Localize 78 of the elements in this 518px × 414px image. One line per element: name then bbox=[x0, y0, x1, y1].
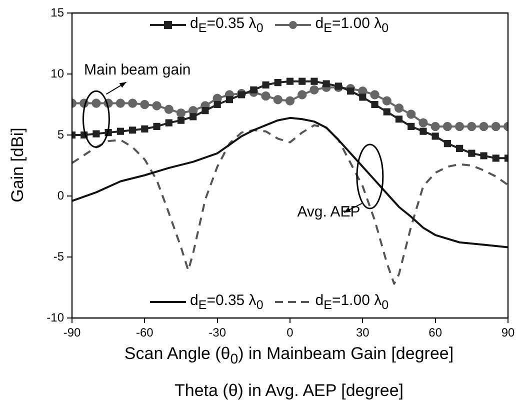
point bbox=[310, 78, 318, 85]
point bbox=[371, 100, 378, 108]
point bbox=[165, 119, 172, 126]
legend-label: d$_{E}$=1.00 λ$_{0}$ bbox=[315, 15, 389, 35]
point bbox=[274, 78, 282, 86]
line-series bbox=[72, 124, 508, 285]
point bbox=[164, 104, 174, 114]
point bbox=[322, 80, 330, 88]
point bbox=[202, 107, 209, 114]
point bbox=[153, 122, 160, 130]
y-tick-label: 5 bbox=[57, 127, 64, 142]
point bbox=[479, 122, 488, 132]
point bbox=[250, 86, 258, 94]
point bbox=[92, 98, 101, 108]
point bbox=[395, 116, 403, 123]
annotation: Avg. AEP bbox=[297, 203, 360, 220]
legend-label: d$_{E}$=0.35 λ$_{0}$ bbox=[190, 292, 264, 312]
point bbox=[430, 122, 440, 132]
point bbox=[177, 116, 185, 124]
point bbox=[444, 140, 451, 148]
point bbox=[298, 78, 306, 85]
point bbox=[408, 122, 415, 130]
point bbox=[334, 82, 342, 90]
point bbox=[492, 154, 500, 162]
point bbox=[310, 85, 319, 94]
y-tick-label: 15 bbox=[50, 5, 64, 20]
x-tick-label: -90 bbox=[63, 326, 81, 340]
legend-label: d$_{E}$=0.35 λ$_{0}$ bbox=[190, 15, 264, 35]
x-tick-label: 90 bbox=[501, 326, 515, 340]
point bbox=[420, 128, 427, 135]
y-tick-label: 10 bbox=[50, 66, 64, 80]
point bbox=[394, 104, 404, 113]
point bbox=[262, 81, 270, 89]
point bbox=[190, 113, 197, 120]
point bbox=[406, 110, 416, 119]
point bbox=[298, 90, 307, 100]
point bbox=[382, 96, 392, 106]
annotation: Main beam gain bbox=[84, 62, 191, 79]
x-tick-label: 0 bbox=[286, 326, 294, 340]
y-tick-label: 0 bbox=[57, 188, 64, 202]
point bbox=[491, 122, 500, 132]
point bbox=[226, 96, 233, 104]
point bbox=[454, 122, 464, 132]
y-tick-label: -10 bbox=[46, 310, 64, 324]
point bbox=[238, 91, 246, 98]
point bbox=[383, 108, 390, 116]
point bbox=[347, 88, 354, 95]
x-tick-label: 60 bbox=[428, 326, 442, 340]
point bbox=[418, 118, 428, 128]
point bbox=[273, 95, 282, 104]
point bbox=[214, 100, 221, 108]
point bbox=[480, 152, 488, 160]
point bbox=[116, 98, 126, 108]
point bbox=[152, 101, 162, 110]
x-axis-title: Scan Angle (θ$_{0}$) in Mainbeam Gain [degree] Theta (θ) in Avg. AEP [degree] bbox=[123, 343, 455, 402]
point bbox=[116, 128, 124, 135]
legend-label: d$_{E}$=1.00 λ$_{0}$ bbox=[315, 292, 389, 312]
point bbox=[140, 100, 150, 110]
point bbox=[456, 144, 464, 152]
point bbox=[128, 98, 138, 108]
point bbox=[370, 90, 380, 100]
point bbox=[92, 130, 100, 138]
x-tick-label: -60 bbox=[136, 326, 154, 340]
point bbox=[286, 78, 294, 85]
y-tick-label: -5 bbox=[53, 249, 64, 264]
point bbox=[285, 96, 295, 106]
point bbox=[129, 126, 136, 134]
x-tick-label: 30 bbox=[356, 326, 370, 340]
point bbox=[359, 94, 366, 101]
point bbox=[467, 122, 476, 132]
point bbox=[141, 125, 148, 132]
point bbox=[261, 91, 270, 101]
point bbox=[442, 122, 452, 132]
x-tick-label: -30 bbox=[208, 326, 226, 340]
point bbox=[468, 150, 476, 157]
point bbox=[432, 132, 439, 140]
point bbox=[176, 108, 186, 118]
y-axis-title: Gain [dBi] bbox=[8, 128, 28, 202]
